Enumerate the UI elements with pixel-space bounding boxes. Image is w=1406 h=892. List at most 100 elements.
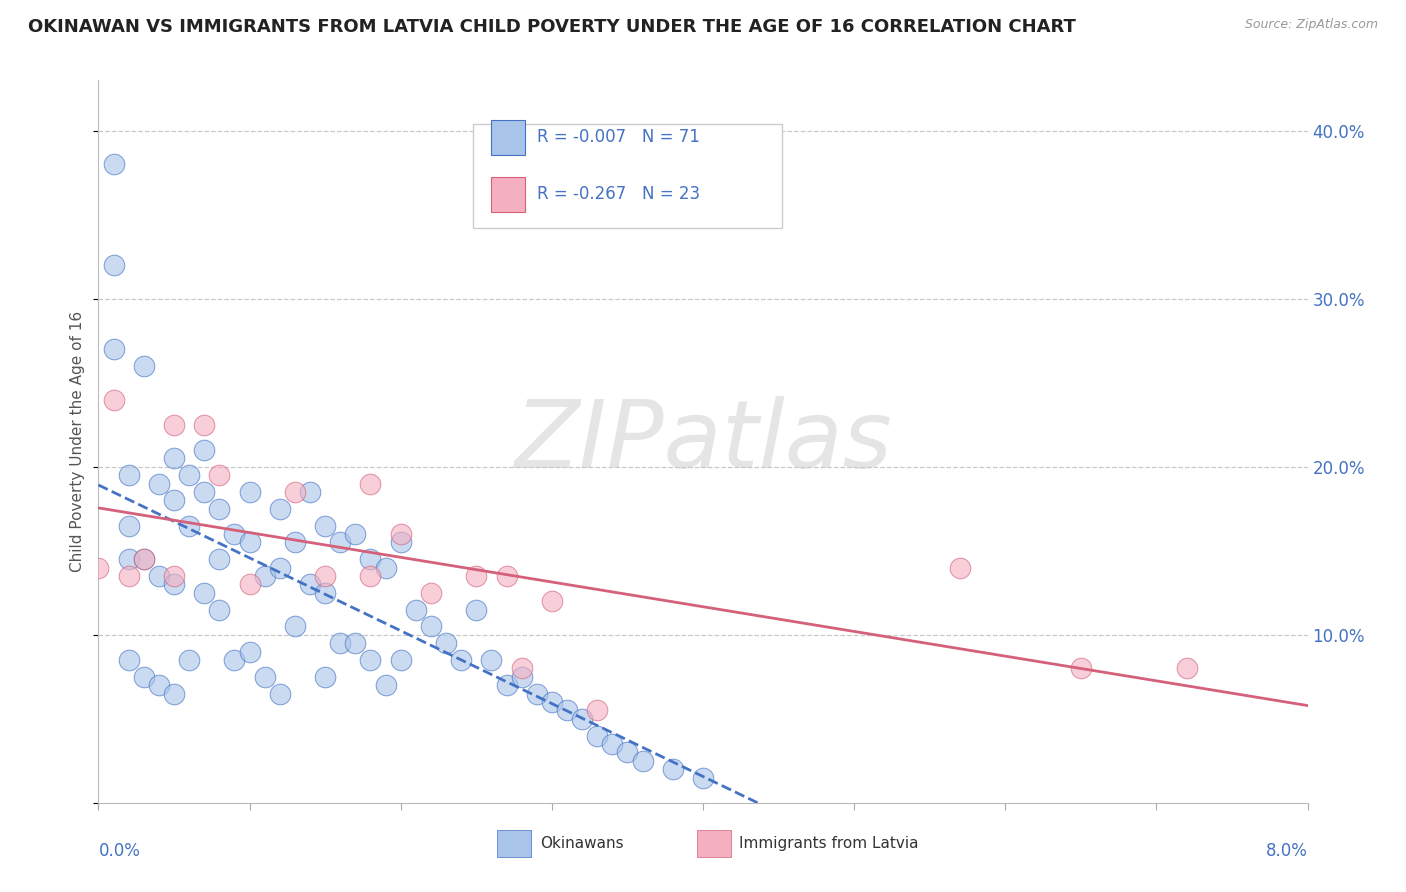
Point (163, 417, 186, 432)
Point (299, 577, 322, 591)
Point (1070, 661, 1092, 675)
Point (163, 493, 186, 508)
Point (434, 636, 457, 650)
Point (103, 342, 125, 356)
Point (284, 535, 307, 549)
Point (118, 653, 141, 667)
Point (344, 527, 367, 541)
Point (586, 729, 609, 743)
Point (360, 552, 382, 566)
Point (132, 552, 155, 566)
Point (360, 653, 382, 667)
Point (208, 501, 231, 516)
Point (495, 569, 517, 583)
Point (163, 451, 186, 466)
Point (224, 653, 246, 667)
Point (224, 527, 246, 541)
Point (284, 485, 307, 500)
Point (193, 485, 215, 500)
Point (148, 678, 170, 692)
Text: R = -0.007   N = 71: R = -0.007 N = 71 (537, 128, 700, 146)
Point (389, 653, 412, 667)
Point (692, 771, 714, 785)
Point (239, 535, 262, 549)
Point (661, 762, 683, 776)
Point (1175, 661, 1198, 675)
Text: OKINAWAN VS IMMIGRANTS FROM LATVIA CHILD POVERTY UNDER THE AGE OF 16 CORRELATION: OKINAWAN VS IMMIGRANTS FROM LATVIA CHILD… (28, 18, 1076, 36)
Point (132, 359, 155, 373)
Point (616, 745, 638, 759)
Point (374, 678, 396, 692)
Point (329, 535, 352, 549)
Point (163, 577, 186, 591)
Point (193, 442, 215, 457)
Point (314, 569, 336, 583)
Point (555, 703, 578, 717)
Point (132, 552, 155, 566)
Point (329, 636, 352, 650)
FancyBboxPatch shape (492, 120, 526, 154)
Point (103, 157, 125, 171)
Point (239, 577, 262, 591)
Point (87, 560, 110, 574)
Point (540, 695, 562, 709)
Point (526, 687, 548, 701)
Point (314, 670, 336, 684)
Text: 8.0%: 8.0% (1265, 842, 1308, 860)
Point (179, 653, 201, 667)
Point (360, 476, 382, 491)
Point (314, 586, 336, 600)
Point (314, 518, 336, 533)
Point (299, 485, 322, 500)
Point (148, 569, 170, 583)
Point (420, 586, 443, 600)
Point (269, 560, 291, 574)
Point (360, 569, 382, 583)
Point (949, 560, 972, 574)
FancyBboxPatch shape (498, 830, 531, 857)
Point (571, 712, 593, 726)
Point (118, 468, 141, 483)
Point (132, 670, 155, 684)
Point (602, 737, 624, 751)
FancyBboxPatch shape (474, 124, 782, 228)
Point (631, 754, 654, 768)
Point (269, 501, 291, 516)
Point (269, 687, 291, 701)
Text: ZIPatlas: ZIPatlas (515, 396, 891, 487)
Point (193, 417, 215, 432)
Point (179, 518, 201, 533)
Point (163, 569, 186, 583)
Text: Immigrants from Latvia: Immigrants from Latvia (740, 837, 918, 852)
Point (495, 678, 517, 692)
Point (284, 619, 307, 633)
Point (208, 602, 231, 616)
Point (239, 485, 262, 500)
Point (420, 619, 443, 633)
Text: R = -0.267   N = 23: R = -0.267 N = 23 (537, 186, 700, 203)
Point (208, 552, 231, 566)
Point (586, 703, 609, 717)
Point (405, 602, 427, 616)
Point (374, 560, 396, 574)
Point (510, 670, 533, 684)
Point (103, 392, 125, 407)
Point (118, 518, 141, 533)
Point (253, 569, 276, 583)
Point (465, 569, 488, 583)
Text: 0.0%: 0.0% (98, 842, 141, 860)
Text: Source: ZipAtlas.com: Source: ZipAtlas.com (1244, 18, 1378, 31)
Point (465, 602, 488, 616)
Point (163, 687, 186, 701)
FancyBboxPatch shape (697, 830, 731, 857)
Point (344, 636, 367, 650)
Point (193, 586, 215, 600)
Point (450, 653, 472, 667)
Point (208, 468, 231, 483)
Y-axis label: Child Poverty Under the Age of 16: Child Poverty Under the Age of 16 (70, 311, 86, 572)
Point (179, 468, 201, 483)
Point (510, 661, 533, 675)
Point (148, 476, 170, 491)
Point (481, 653, 503, 667)
Point (389, 527, 412, 541)
